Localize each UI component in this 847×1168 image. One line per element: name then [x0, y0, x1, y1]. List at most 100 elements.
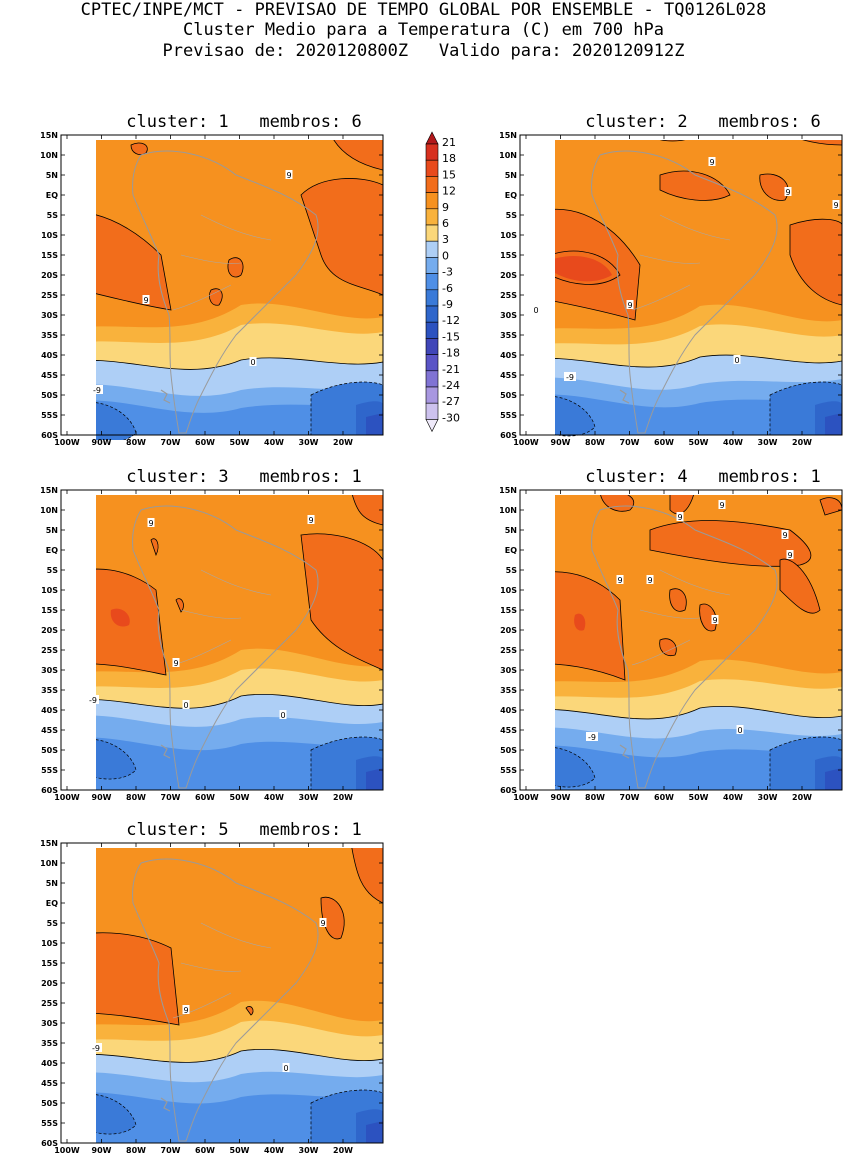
lat-tick-label: 20S — [500, 271, 517, 280]
lon-tick-label: 20W — [792, 793, 812, 802]
field-15-18 — [555, 256, 612, 282]
lat-tick-label: 15S — [41, 251, 58, 260]
lat-tick-label: 60S — [41, 431, 58, 440]
legend-label: -27 — [442, 395, 460, 408]
country-borders — [172, 922, 272, 1019]
contour-label: 9 — [320, 919, 325, 928]
legend-label: 18 — [442, 152, 456, 165]
contour-label: 0 — [737, 726, 742, 735]
map-panel-cluster-2: cluster: 2 membros: 6 15N 10N 5N EQ 5S 10S 15S… — [485, 112, 847, 452]
contour-label-bg — [307, 515, 315, 524]
plot-frame — [60, 842, 384, 1144]
field-12-15 — [555, 571, 626, 681]
legend-swatch — [425, 224, 439, 242]
lon-tick-label: 70W — [620, 438, 640, 447]
lat-tick-label: 15N — [499, 131, 517, 140]
lon-tick-label: 50W — [230, 1146, 250, 1155]
legend-label: 15 — [442, 168, 456, 181]
field-12-15 — [659, 170, 731, 201]
contour-0 — [555, 354, 843, 368]
field-12-15 — [659, 638, 677, 657]
map-panel-cluster-5: cluster: 5 membros: 1 15N 10N 5N EQ 5S 10S 15S… — [26, 820, 396, 1160]
panel-title: cluster: 3 membros: 1 — [126, 467, 362, 487]
legend-label: 21 — [442, 136, 456, 149]
contour-label: 9 — [183, 1006, 188, 1015]
plot-area — [555, 140, 843, 437]
field-neg15-neg12 — [825, 413, 842, 435]
lat-tick-label: 40S — [500, 351, 517, 360]
lat-tick-label: 45S — [500, 726, 517, 735]
lat-tick-label: 20S — [500, 626, 517, 635]
lat-tick-label: 50S — [41, 1099, 58, 1108]
contour-label: 0 — [183, 701, 188, 710]
lat-tick-label: EQ — [505, 191, 517, 200]
lat-tick-label: 10N — [499, 151, 517, 160]
lat-tick-label: 15S — [41, 959, 58, 968]
lon-tick-label: 80W — [585, 793, 605, 802]
lat-tick-label: 50S — [41, 746, 58, 755]
field-12-15 — [245, 1006, 254, 1016]
lat-tick-label: 30S — [41, 311, 58, 320]
legend-arrow-top — [425, 131, 439, 145]
lon-tick-label: 20W — [333, 438, 353, 447]
contour-label-bg — [786, 550, 794, 559]
lon-tick-label: 70W — [161, 438, 181, 447]
contour-label: 0 — [280, 711, 285, 720]
contour-labels: 9 9 9 9 0 0 -9 — [532, 157, 840, 382]
contour-label-bg — [282, 1063, 290, 1072]
field-15-18 — [110, 608, 130, 627]
lon-tick-label: 90W — [92, 793, 112, 802]
lon-tick-label: 40W — [264, 1146, 284, 1155]
legend-swatch — [425, 208, 439, 226]
lat-tick-label: 20S — [41, 979, 58, 988]
lat-tick-label: 15N — [499, 486, 517, 495]
lat-tick-label: 55S — [500, 766, 517, 775]
contour-label-bg — [646, 575, 654, 584]
contour-label-bg — [182, 1005, 190, 1014]
contour-label-bg — [285, 170, 293, 179]
contour-label-bg — [319, 918, 327, 927]
lat-tick-label: 50S — [500, 746, 517, 755]
contour-label: 9 — [719, 501, 724, 510]
legend-swatch — [425, 273, 439, 291]
contour-label-bg — [626, 300, 634, 309]
lat-tick-label: 15S — [500, 251, 517, 260]
patagonia-coast — [619, 744, 630, 759]
field-neg15-neg12 — [825, 768, 842, 790]
legend-label: -18 — [442, 347, 460, 360]
lat-tick-label: 55S — [41, 1119, 58, 1128]
contour-0 — [96, 357, 384, 370]
field-neg9-neg6 — [96, 739, 137, 780]
contour-label-bg — [564, 372, 576, 381]
legend-swatch — [425, 386, 439, 404]
lat-tick-label: 10S — [41, 586, 58, 595]
field-neg15-neg12 — [366, 413, 383, 435]
lat-tick-label: 45S — [41, 1079, 58, 1088]
header-title-line2: Cluster Medio para a Temperatura (C) em … — [182, 20, 665, 40]
legend-swatch — [425, 257, 439, 274]
lat-tick-label: 50S — [500, 391, 517, 400]
legend-label: -24 — [442, 379, 460, 392]
contour-0 — [96, 1048, 384, 1063]
lat-tick-label: 35S — [500, 331, 517, 340]
legend-swatch — [425, 338, 439, 355]
lat-tick-label: 25S — [41, 291, 58, 300]
lat-tick-label: 35S — [41, 686, 58, 695]
axis-ticks: 15N 10N 5N EQ 5S 10S 15S 20S 25S 30S 35S 40S 45S 50S 5… — [499, 486, 842, 802]
lat-tick-label: 5S — [506, 566, 518, 575]
field-12-15 — [649, 520, 812, 567]
lat-tick-label: 10S — [500, 231, 517, 240]
contour-label: -9 — [93, 386, 101, 395]
lon-tick-label: 70W — [161, 1146, 181, 1155]
lat-tick-label: 25S — [41, 999, 58, 1008]
axis-ticks: 15N 10N 5N EQ 5S 10S 15S 20S 25S 30S 35S 40S 45S 50S 5… — [40, 486, 383, 802]
lat-tick-label: 55S — [500, 411, 517, 420]
contour-label: 9 — [782, 531, 787, 540]
south-america-coastline — [132, 858, 319, 1142]
lon-tick-label: 30W — [758, 793, 778, 802]
legend-label: 0 — [442, 249, 449, 262]
contour-label-bg — [90, 1043, 102, 1052]
lon-tick-label: 90W — [551, 438, 571, 447]
lat-tick-label: EQ — [505, 546, 517, 555]
lat-tick-label: 10S — [41, 231, 58, 240]
